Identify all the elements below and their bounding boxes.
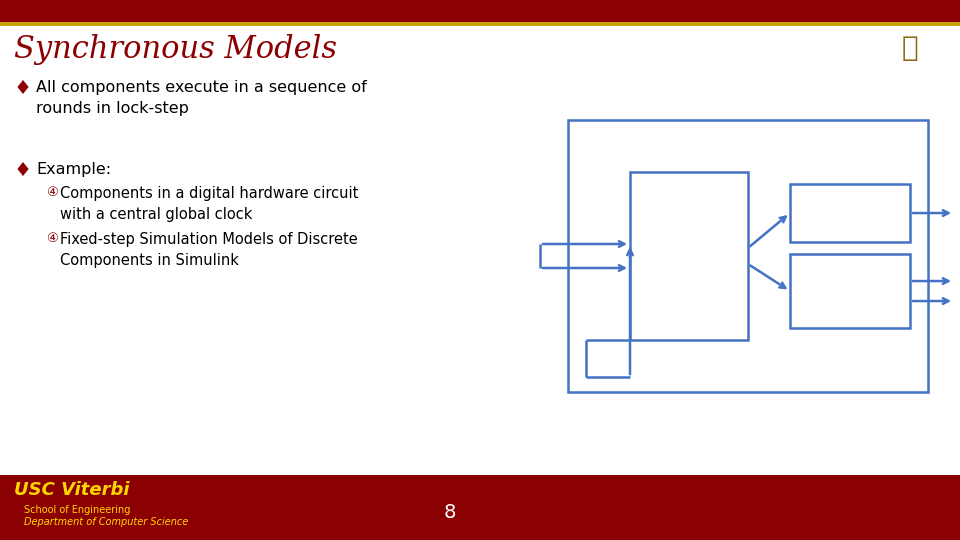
- Text: ④: ④: [46, 232, 58, 245]
- Bar: [790, 254, 910, 328]
- Bar: [568, 120, 928, 392]
- Text: Components in a digital hardware circuit
with a central global clock: Components in a digital hardware circuit…: [60, 186, 358, 222]
- Text: Example:: Example:: [36, 162, 111, 177]
- Bar: [0, 475, 960, 540]
- Text: All components execute in a sequence of
rounds in lock-step: All components execute in a sequence of …: [36, 80, 367, 116]
- Text: 8: 8: [444, 503, 456, 522]
- Text: Department of Computer Science: Department of Computer Science: [24, 517, 188, 527]
- Text: ④: ④: [46, 186, 58, 199]
- Bar: [630, 172, 748, 340]
- Polygon shape: [17, 162, 29, 176]
- Bar: [790, 184, 910, 242]
- Text: Fixed-step Simulation Models of Discrete
Components in Simulink: Fixed-step Simulation Models of Discrete…: [60, 232, 358, 268]
- Text: School of Engineering: School of Engineering: [24, 505, 131, 515]
- Text: 🏛: 🏛: [901, 34, 919, 62]
- Bar: [0, 0, 960, 22]
- Text: USC Viterbi: USC Viterbi: [14, 481, 130, 499]
- Text: Synchronous Models: Synchronous Models: [14, 34, 337, 65]
- Polygon shape: [17, 80, 29, 94]
- Bar: [0, 22, 960, 26]
